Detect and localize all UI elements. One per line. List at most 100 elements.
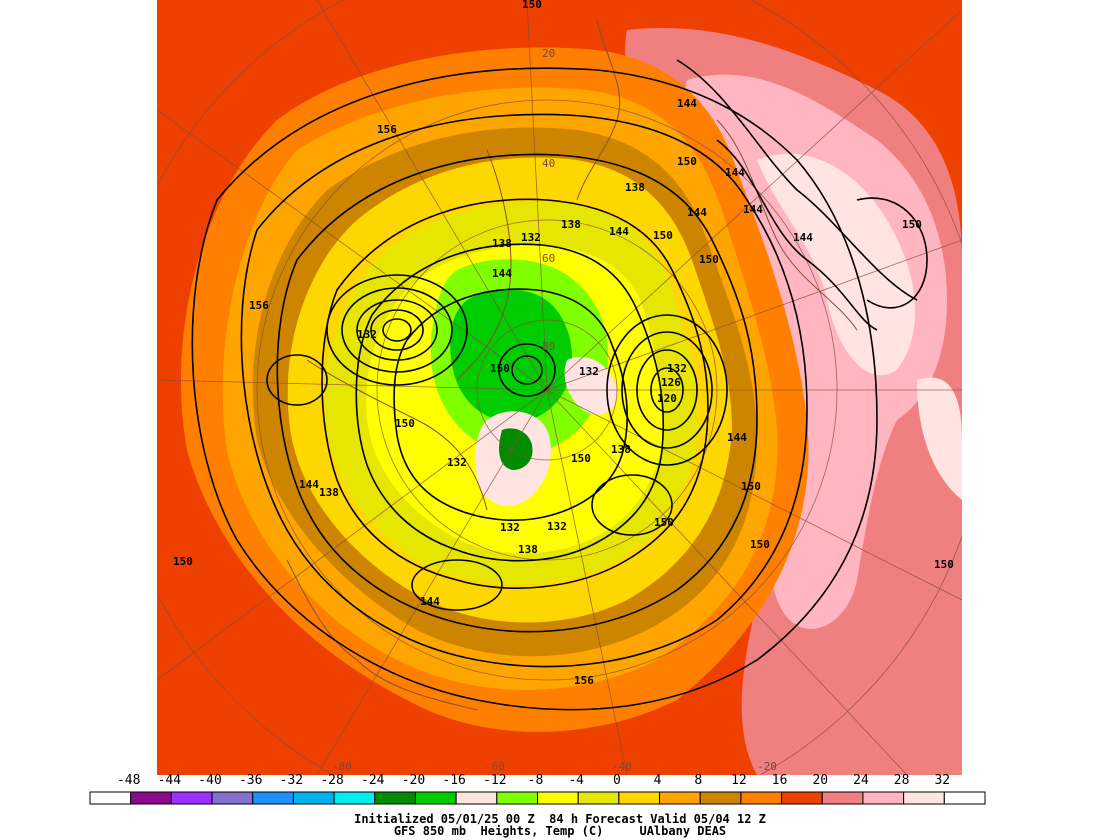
colorbar-tick-label: -32 [280, 773, 303, 788]
lon-label: -20 [757, 760, 777, 773]
colorbar-tick-label: -40 [198, 773, 221, 788]
contour-label: 132 [547, 520, 567, 533]
colorbar-swatch [130, 791, 172, 805]
colorbar-swatch [211, 791, 254, 805]
contour-label: 138 [611, 443, 631, 456]
colorbar-tick-label: -16 [442, 773, 465, 788]
lon-label: -40 [612, 760, 632, 773]
contour-label: 144 [677, 97, 697, 110]
grid-labels: 20 40 60 80 -60 -40 -20 -80 [332, 47, 777, 773]
colorbar-swatch [740, 791, 783, 805]
colorbar-swatch [170, 791, 213, 805]
contour-156 [191, 67, 878, 711]
colorbar-swatch [781, 791, 823, 805]
colorbar-tick-label: 24 [853, 773, 869, 788]
contour-label: 144 [492, 267, 512, 280]
contour-label: 144 [743, 203, 763, 216]
temp-shade-32 [757, 153, 916, 376]
contour-label: 144 [687, 206, 707, 219]
colorbar-swatch [89, 791, 132, 805]
colorbar-tick-label: -28 [320, 773, 343, 788]
contour-label: 150 [654, 516, 674, 529]
contour-label: 150 [677, 155, 697, 168]
temp-shade-m12b [564, 356, 618, 415]
temp-shade-m16 [450, 289, 572, 423]
contour-label: 144 [299, 478, 319, 491]
contour-132 [355, 243, 665, 562]
colorbar-tick-label: 4 [654, 773, 662, 788]
contour-label: 150 [750, 538, 770, 551]
contour-label: 126 [661, 376, 681, 389]
lon-label: -60 [485, 760, 505, 773]
caption-line-1: Initialized 05/01/25 00 Z 84 h Forecast … [354, 812, 766, 826]
colorbar-tick-labels: -48 -44 -40 -36 -32 -28 -24 -20 -16 -12 -8 -4 0 4 8 12 1… [117, 773, 950, 788]
contour-label: 138 [625, 181, 645, 194]
colorbar-swatch [333, 791, 376, 805]
colorbar-swatch [577, 791, 620, 805]
colorbar-tick-label: 0 [613, 773, 621, 788]
colorbar-tick-label: -12 [483, 773, 506, 788]
contour-label: 132 [357, 328, 377, 341]
map-caption: Initialized 05/01/25 00 Z 84 h Forecast … [0, 813, 1120, 837]
lon-label: -80 [332, 760, 352, 773]
colorbar-tick-label: 8 [694, 773, 702, 788]
contour-label: 144 [793, 231, 813, 244]
contour-label: 156 [574, 674, 594, 687]
contour-label: 144 [725, 166, 745, 179]
colorbar-swatch [943, 791, 986, 805]
coastlines [286, 19, 858, 711]
contour-label: 150 [653, 229, 673, 242]
contour-label: 120 [657, 392, 677, 405]
caption-line-2: GFS 850 mb Heights, Temp (C) UAlbany DEA… [393, 824, 727, 838]
colorbar-tick-label: 12 [731, 773, 747, 788]
temp-shade-32b [917, 377, 962, 500]
contour-label: 144 [727, 431, 747, 444]
colorbar-tick-label: -44 [158, 773, 182, 788]
contour-label: 132 [447, 456, 467, 469]
colorbar-swatch [252, 791, 294, 805]
colorbar-swatch [537, 791, 579, 805]
colorbar-tick-label: -20 [402, 773, 425, 788]
contour-label-group: 150 156 144 150 144 138 156 144 150 138 … [173, 0, 954, 687]
contour-label: 156 [249, 299, 269, 312]
contour-144 [276, 153, 758, 633]
colorbar-swatch [374, 791, 416, 805]
colorbar-swatch [659, 791, 701, 805]
contour-label: 150 [395, 417, 415, 430]
contour-label: 132 [579, 365, 599, 378]
colorbar-tick-label: -8 [528, 773, 544, 788]
colorbar-swatch [862, 791, 905, 805]
contour-label: 132 [521, 231, 541, 244]
contour-label: 138 [518, 543, 538, 556]
colorbar-tick-label: 16 [772, 773, 788, 788]
colorbar-tick-label: -48 [117, 773, 140, 788]
contour-label: 138 [319, 486, 339, 499]
temperature-colorbar: -48 -44 -40 -36 -32 -28 -24 -20 -16 -12 -8 -4 0 4 8 12 1… [89, 773, 986, 805]
lat-label: 40 [542, 157, 555, 170]
contour-label: 132 [667, 362, 687, 375]
colorbar-tick-label: -4 [568, 773, 584, 788]
contour-label: 132 [500, 521, 520, 534]
contour-150 [240, 113, 808, 668]
contour-label: 144 [420, 595, 440, 608]
colorbar-swatch [455, 791, 498, 805]
contour-label: 150 [902, 218, 922, 231]
contour-label: 150 [571, 452, 591, 465]
contour-label: 138 [492, 237, 512, 250]
contour-label: 150 [522, 0, 542, 11]
colorbar-swatch [414, 791, 457, 805]
colorbar-swatch [496, 791, 538, 805]
lat-label: 20 [542, 47, 555, 60]
colorbar-swatch [292, 791, 335, 805]
weather-map: 150 156 144 150 144 138 156 144 150 138 … [157, 0, 962, 775]
colorbar-tick-label: -24 [361, 773, 385, 788]
colorbar-tick-label: -36 [239, 773, 262, 788]
contour-138 [321, 198, 709, 589]
colorbar-swatch [903, 791, 945, 805]
temp-shade-m20 [499, 428, 533, 470]
contour-label: 150 [741, 480, 761, 493]
contour-label: 150 [490, 362, 510, 375]
colorbar-swatch [821, 791, 864, 805]
contour-label: 150 [934, 558, 954, 571]
lat-lon-grid [157, 0, 962, 775]
